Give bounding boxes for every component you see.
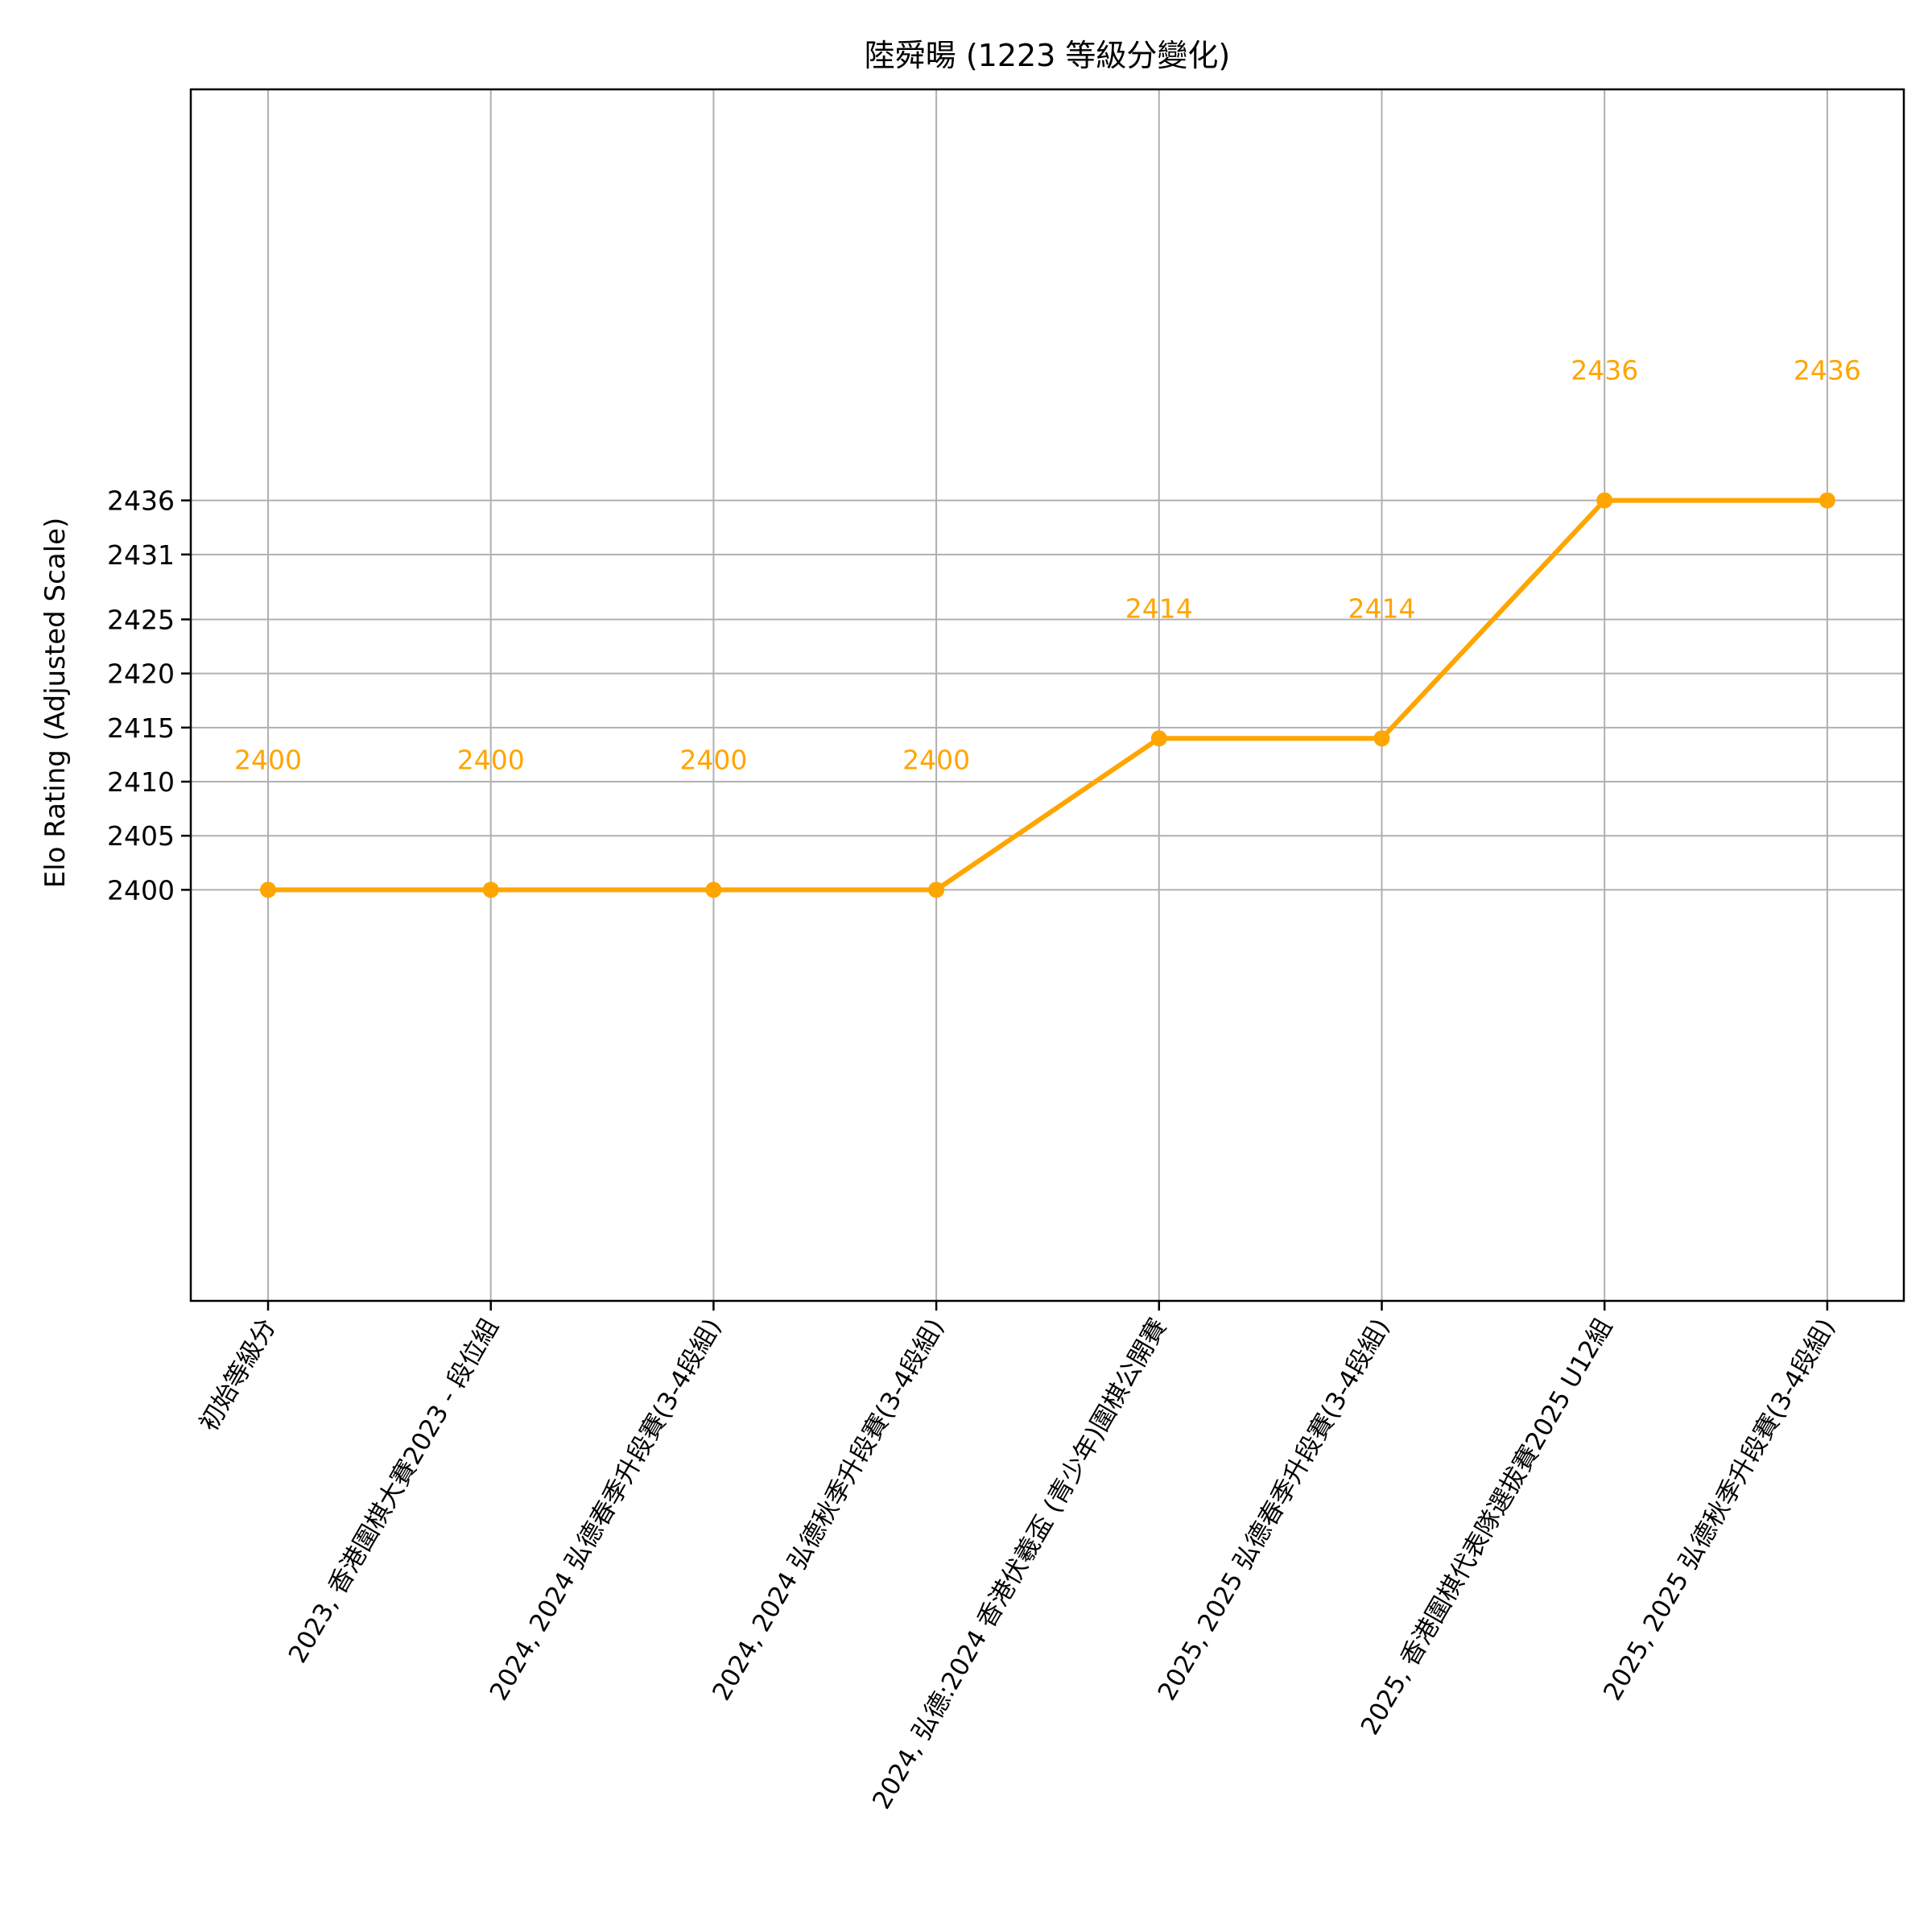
y-tick-label: 2431 <box>107 539 175 571</box>
data-point <box>1596 492 1613 509</box>
data-point <box>1373 730 1390 747</box>
data-label: 2414 <box>1125 592 1193 624</box>
data-point <box>1818 492 1835 509</box>
data-point <box>260 881 276 898</box>
data-label: 2400 <box>679 744 747 775</box>
x-tick-label: 2024, 2024 弘德春季升段賽(3-4段組) <box>485 1314 728 1706</box>
data-label: 2400 <box>457 744 525 775</box>
x-tick-label: 2023, 香港圍棋大賽2023 - 段位組 <box>283 1314 505 1668</box>
x-tick-label: 2025, 2025 弘德春季升段賽(3-4段組) <box>1153 1314 1396 1706</box>
data-label: 2414 <box>1348 592 1416 624</box>
x-tick-label: 初始等級分 <box>194 1314 282 1436</box>
y-tick-label: 2420 <box>107 658 175 690</box>
data-label: 2400 <box>902 744 970 775</box>
y-tick-label: 2410 <box>107 766 175 798</box>
x-tick-label: 2025, 2025 弘德秋季升段賽(3-4段組) <box>1598 1314 1841 1706</box>
data-labels: 2400 2400 2400 2400 2414 2414 2436 2436 <box>234 355 1861 776</box>
x-tick-label: 2025, 香港圍棋代表隊選拔賽2025 U12組 <box>1356 1314 1618 1740</box>
data-label: 2436 <box>1571 355 1638 386</box>
data-point <box>1150 730 1167 747</box>
grid <box>191 89 1904 1301</box>
data-point <box>928 881 945 898</box>
series-line-path <box>268 497 1827 893</box>
data-label: 2400 <box>234 744 302 775</box>
y-tick-label: 2405 <box>107 820 175 852</box>
data-label: 2436 <box>1794 355 1861 386</box>
series-line <box>260 492 1835 898</box>
chart-title: 陸舜暘 (1223 等級分變化) <box>865 38 1231 73</box>
x-tick-label: 2024, 2024 弘德秋季升段賽(3-4段組) <box>707 1314 950 1706</box>
y-axis-ticks: 2400 2405 2410 2415 2420 2425 2431 2436 <box>107 485 191 906</box>
y-axis-label: Elo Rating (Adjusted Scale) <box>39 518 72 889</box>
y-tick-label: 2425 <box>107 604 175 635</box>
plot-frame <box>189 88 1905 1302</box>
y-tick-label: 2415 <box>107 712 175 744</box>
y-tick-label: 2400 <box>107 874 175 906</box>
data-point <box>705 881 722 898</box>
data-point <box>482 881 499 898</box>
y-tick-label: 2436 <box>107 485 175 517</box>
